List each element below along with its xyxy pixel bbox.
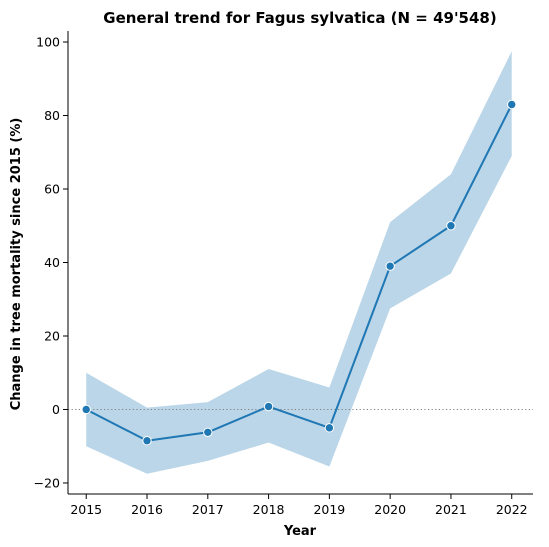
data-point-2016 xyxy=(142,436,152,446)
series-line xyxy=(85,104,513,442)
data-point-2020 xyxy=(385,261,395,271)
data-point-2019 xyxy=(324,423,335,433)
x-tick-label-2019: 2019 xyxy=(313,502,345,517)
y-tick-label--20: −20 xyxy=(34,475,60,490)
y-tick-label-20: 20 xyxy=(44,328,60,343)
data-point-2021 xyxy=(446,221,456,231)
x-tick-label-2016: 2016 xyxy=(131,502,163,517)
data-point-2017 xyxy=(203,427,213,437)
x-tick-label-2018: 2018 xyxy=(253,502,285,517)
x-tick-label-2017: 2017 xyxy=(192,502,224,517)
x-tick-label-2022: 2022 xyxy=(496,502,528,517)
x-axis-label: Year xyxy=(283,524,317,539)
y-tick-label-40: 40 xyxy=(44,255,60,270)
y-axis-label: Change in tree mortality since 2015 (%) xyxy=(9,118,24,411)
data-point-2022 xyxy=(507,99,517,110)
y-tick-label-60: 60 xyxy=(44,182,60,197)
y-tick-label-100: 100 xyxy=(36,35,60,50)
y-tick-label-0: 0 xyxy=(52,402,60,417)
confidence-band xyxy=(86,51,512,474)
data-point-2015 xyxy=(81,404,91,415)
x-tick-label-2020: 2020 xyxy=(374,502,406,517)
chart-title: General trend for Fagus sylvatica (N = 4… xyxy=(103,9,496,27)
x-tick-label-2021: 2021 xyxy=(435,502,467,517)
plot-area: 2015 2016 2017 2018 2019 2020 2021 2022 −20 0 20 40… xyxy=(34,31,533,517)
y-tick-label-80: 80 xyxy=(44,108,60,123)
x-tick-label-2015: 2015 xyxy=(70,502,102,517)
data-point-2018 xyxy=(263,401,274,412)
